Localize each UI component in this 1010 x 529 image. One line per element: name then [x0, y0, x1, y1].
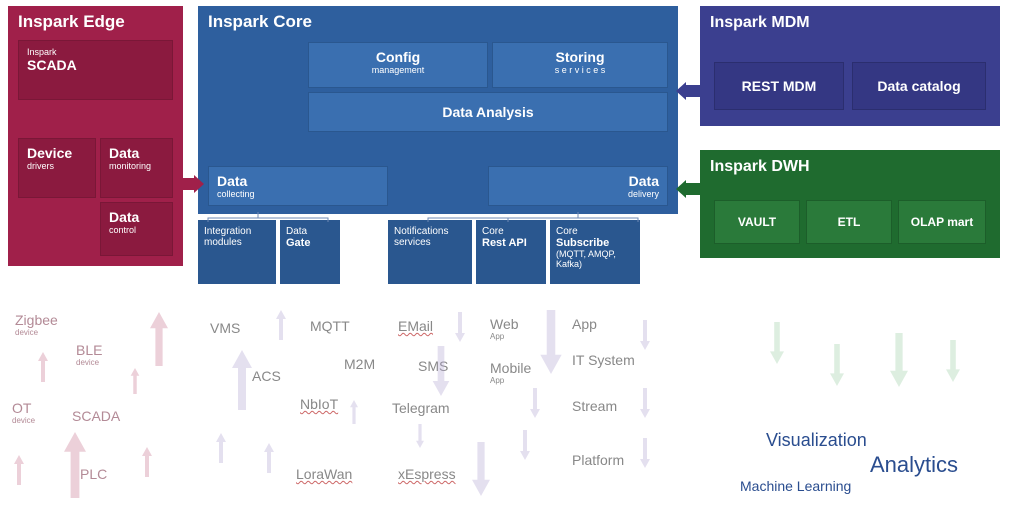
- arrow-down-green-2: [890, 330, 908, 390]
- fade--5: LoraWan: [296, 466, 352, 482]
- fade-blue-0: Visualization: [766, 430, 867, 451]
- arrow-up-pink-1: [38, 352, 48, 382]
- arrow-down-purple-3: [472, 440, 490, 498]
- dwh-tile-2: OLAP mart: [898, 200, 986, 244]
- fade-blue-1: Analytics: [870, 452, 958, 478]
- edge-tile-1: Devicedrivers: [18, 138, 96, 198]
- fade--14: Stream: [572, 398, 617, 414]
- mdm-tile-1: Data catalog: [852, 62, 986, 110]
- fade--15: Platform: [572, 452, 624, 468]
- fade--12: App: [572, 316, 597, 332]
- arrow-down-green-0: [770, 318, 784, 368]
- edge-title: Inspark Edge: [8, 6, 183, 34]
- arrow-down-purple-6: [520, 430, 530, 460]
- fade--0: VMS: [210, 320, 240, 336]
- core-tile-3: Datacollecting: [208, 166, 388, 206]
- core-tile-0: Configmanagement: [308, 42, 488, 88]
- arrow-down-purple-5: [530, 388, 540, 418]
- arrow-up-purple-1: [276, 310, 286, 340]
- connector-dwh-to-core: [676, 180, 700, 203]
- dwh-tile-0: VAULT: [714, 200, 800, 244]
- fade-pink-3: SCADA: [72, 408, 120, 424]
- fade--6: EMail: [398, 318, 433, 334]
- dwh-panel: Inspark DWH VAULTETLOLAP mart: [700, 150, 1000, 258]
- arrow-down-green-1: [830, 340, 844, 390]
- dwh-tile-1: ETL: [806, 200, 892, 244]
- core-title: Inspark Core: [198, 6, 678, 34]
- arrow-down-purple-2: [416, 424, 424, 448]
- core-tile-4: Datadelivery: [488, 166, 668, 206]
- arrow-up-purple-3: [350, 400, 358, 424]
- fade--11: MobileApp: [490, 360, 531, 385]
- bracket-lines: [198, 212, 678, 222]
- arrow-down-purple-8: [640, 388, 650, 418]
- fade--10: WebApp: [490, 316, 519, 341]
- fade-pink-1: BLEdevice: [76, 342, 102, 367]
- core-bottom-tile-2: Notificationsservices: [388, 220, 472, 284]
- fade--8: Telegram: [392, 400, 450, 416]
- core-bottom-tile-1: DataGate: [280, 220, 340, 284]
- edge-tile-0: InsparkSCADA: [18, 40, 173, 100]
- core-bottom-tile-3: CoreRest API: [476, 220, 546, 284]
- arrow-down-purple-0: [454, 312, 466, 342]
- arrow-up-purple-2: [216, 430, 226, 466]
- arrow-down-green-3: [946, 336, 960, 386]
- arrow-up-pink-3: [64, 430, 86, 500]
- arrow-down-purple-7: [640, 320, 650, 350]
- fade--4: NbIoT: [300, 396, 338, 412]
- edge-panel: Inspark Edge InsparkSCADA DevicedriversDa…: [8, 6, 183, 266]
- fade--3: M2M: [344, 356, 375, 372]
- fade-blue-2: Machine Learning: [740, 478, 851, 494]
- arrow-up-pink-0: [150, 310, 168, 368]
- fade--1: ACS: [252, 368, 281, 384]
- arrow-down-purple-4: [540, 310, 562, 374]
- arrow-down-purple-9: [640, 438, 650, 468]
- fade-pink-2: OTdevice: [12, 400, 35, 425]
- arrow-up-purple-0: [232, 340, 252, 420]
- core-bottom-row: IntegrationmodulesDataGate Notificationss…: [198, 220, 678, 284]
- fade--9: xEspress: [398, 466, 456, 482]
- core-bottom-tile-0: Integrationmodules: [198, 220, 276, 284]
- fade--13: IT System: [572, 352, 635, 368]
- connector-mdm-to-core: [676, 82, 700, 105]
- dwh-title: Inspark DWH: [700, 150, 1000, 178]
- fade-pink-0: Zigbeedevice: [15, 312, 58, 337]
- fade--2: MQTT: [310, 318, 350, 334]
- arrow-up-pink-4: [14, 450, 24, 490]
- core-tile-1: Storings e r v i c e s: [492, 42, 668, 88]
- mdm-tile-0: REST MDM: [714, 62, 844, 110]
- arrow-up-pink-2: [130, 368, 140, 394]
- core-panel: Inspark Core ConfigmanagementStorings e …: [198, 6, 678, 214]
- mdm-panel: Inspark MDM REST MDMData catalog: [700, 6, 1000, 126]
- connector-edge-to-core: [180, 175, 204, 198]
- edge-tile-2: Datamonitoring: [100, 138, 173, 198]
- edge-tile-3: Datacontrol: [100, 202, 173, 256]
- core-bottom-tile-4: CoreSubscribe(MQTT, AMQP,Kafka): [550, 220, 640, 284]
- mdm-title: Inspark MDM: [700, 6, 1000, 34]
- arrow-up-purple-4: [264, 440, 274, 476]
- core-tile-2: Data Analysis: [308, 92, 668, 132]
- arrow-up-pink-5: [142, 440, 152, 484]
- arrow-down-purple-1: [432, 346, 450, 396]
